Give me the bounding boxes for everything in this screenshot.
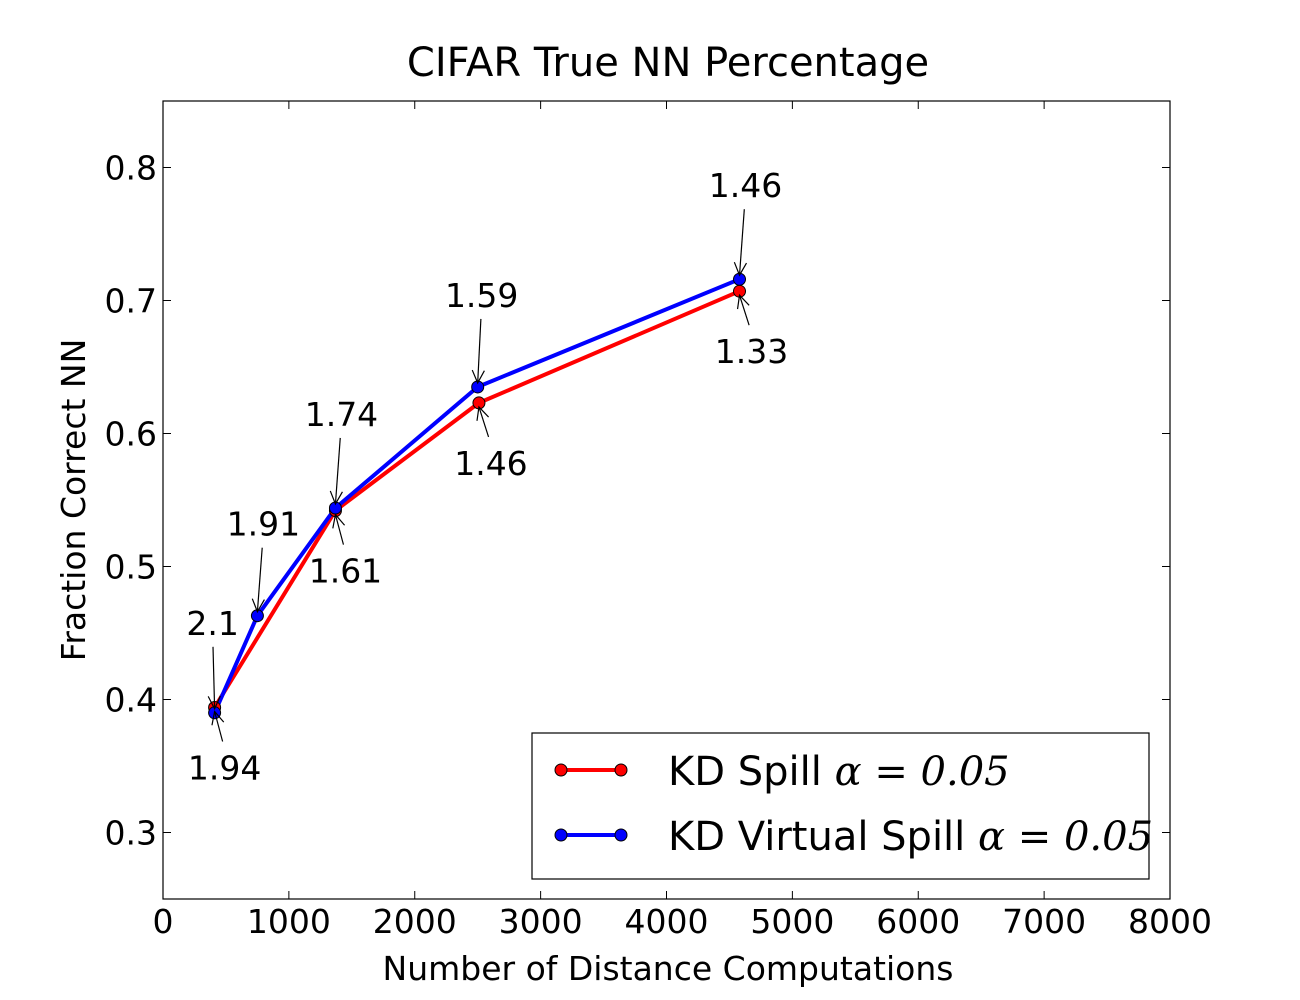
annotation-arrowhead bbox=[332, 513, 346, 529]
legend-swatch-marker bbox=[554, 828, 568, 842]
annotation-arrowhead bbox=[251, 598, 265, 614]
legend-series-name: KD Spill bbox=[668, 749, 835, 795]
legend-swatch-marker bbox=[554, 763, 568, 777]
x-tick-label: 5000 bbox=[750, 902, 834, 941]
y-tick-label: 0.8 bbox=[105, 149, 157, 188]
legend-series-alpha: α = 0.05 bbox=[835, 749, 1010, 795]
y-tick-label: 0.4 bbox=[105, 681, 157, 720]
annotation-arrowhead bbox=[211, 710, 225, 726]
x-axis-label: Number of Distance Computations bbox=[383, 949, 954, 988]
series-line-0 bbox=[212, 289, 741, 709]
data-label: 1.59 bbox=[445, 276, 518, 315]
annotation-arrowhead bbox=[471, 369, 485, 385]
x-tick-label: 3000 bbox=[499, 902, 583, 941]
annotation-arrow bbox=[334, 514, 345, 545]
legend-swatch-marker bbox=[614, 763, 628, 777]
data-label: 1.46 bbox=[454, 444, 527, 483]
annotation-arrow bbox=[334, 437, 341, 505]
legend-box bbox=[531, 732, 1150, 880]
y-axis: 0.3 0.4 0.5 0.6 0.7 0.8 bbox=[105, 149, 1170, 853]
data-label: 1.46 bbox=[709, 166, 782, 205]
annotation-arrow bbox=[212, 646, 216, 709]
x-axis: 0 1000 2000 3000 4000 5000 6000 7000 8000 bbox=[153, 101, 1212, 941]
annotation-arrow bbox=[738, 295, 750, 326]
data-label: 1.74 bbox=[305, 395, 378, 434]
annotation-arrowhead bbox=[329, 490, 343, 506]
y-tick-label: 0.7 bbox=[105, 282, 157, 321]
annotation-arrow bbox=[256, 547, 263, 612]
data-label: 2.1 bbox=[186, 604, 238, 643]
y-tick-label: 0.5 bbox=[105, 548, 157, 587]
data-label: 1.94 bbox=[188, 748, 261, 787]
y-axis-label: Fraction Correct NN bbox=[54, 339, 93, 662]
chart-title: CIFAR True NN Percentage bbox=[407, 40, 929, 86]
plot-series bbox=[208, 272, 747, 720]
legend-label-1: KD Virtual Spill α = 0.05 bbox=[668, 814, 1153, 860]
point-annotations: 1.94 1.61 1.46 1.33 2.1 1.91 1.74 1.59 1.46 bbox=[186, 166, 788, 787]
annotation-arrowhead bbox=[733, 261, 748, 277]
data-label: 1.91 bbox=[227, 505, 300, 544]
x-tick-label: 1000 bbox=[247, 902, 331, 941]
annotation-arrow bbox=[477, 318, 482, 383]
x-tick-label: 8000 bbox=[1128, 902, 1212, 941]
legend-series-name: KD Virtual Spill bbox=[668, 814, 978, 860]
data-label: 1.33 bbox=[715, 332, 788, 371]
y-tick-label: 0.6 bbox=[105, 415, 157, 454]
annotation-arrowhead bbox=[207, 695, 221, 711]
annotation-arrowhead bbox=[476, 405, 490, 421]
annotation-arrow bbox=[478, 406, 490, 438]
legend-swatch-marker bbox=[614, 828, 628, 842]
annotation-arrow bbox=[214, 711, 224, 742]
x-tick-label: 2000 bbox=[373, 902, 457, 941]
data-label: 1.61 bbox=[309, 552, 382, 591]
y-tick-label: 0.3 bbox=[105, 814, 157, 853]
x-tick-label: 0 bbox=[153, 902, 174, 941]
annotation-arrowhead bbox=[736, 293, 750, 310]
legend-series-alpha: α = 0.05 bbox=[978, 814, 1153, 860]
x-tick-label: 6000 bbox=[876, 902, 960, 941]
plot-frame bbox=[162, 100, 1171, 900]
x-tick-label: 7000 bbox=[1002, 902, 1086, 941]
annotation-arrow bbox=[738, 209, 745, 276]
x-tick-label: 4000 bbox=[625, 902, 709, 941]
legend-label-0: KD Spill α = 0.05 bbox=[668, 749, 1010, 795]
